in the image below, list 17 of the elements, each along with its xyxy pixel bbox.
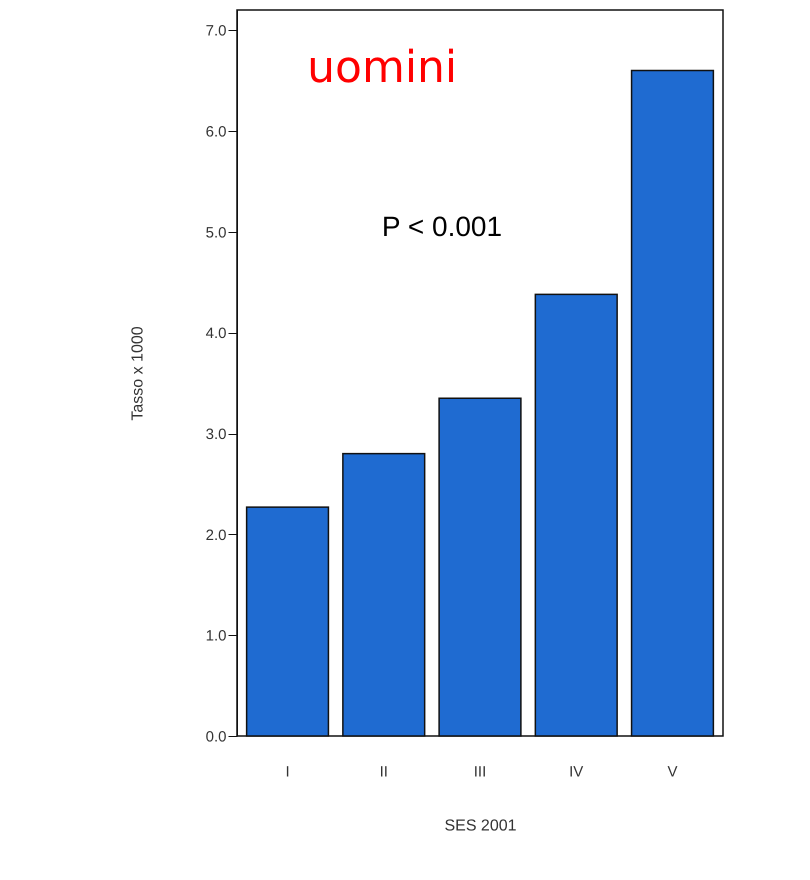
y-tick-label: 4.0 [206, 325, 226, 342]
x-tick-label: III [474, 764, 486, 780]
y-tick-label: 3.0 [206, 426, 226, 443]
y-tick-label: 5.0 [206, 224, 226, 242]
x-tick-label: I [285, 764, 290, 780]
x-tick-label: IV [569, 764, 584, 780]
x-tick-label: V [667, 764, 678, 780]
text: uomini [307, 42, 458, 93]
y-tick-label: 0.0 [206, 728, 226, 746]
y-tick-label: 1.0 [206, 628, 226, 645]
y-tick-label: 7.0 [206, 22, 226, 40]
x-tick-label: II [380, 764, 388, 780]
y-tick-label: 6.0 [206, 124, 226, 140]
annotation: P < 0.001 [382, 211, 502, 242]
y-axis-title: Tasso x 1000 [130, 326, 147, 421]
x-axis-title: SES 2001 [444, 818, 517, 834]
y-tick-label: 2.0 [206, 526, 226, 544]
